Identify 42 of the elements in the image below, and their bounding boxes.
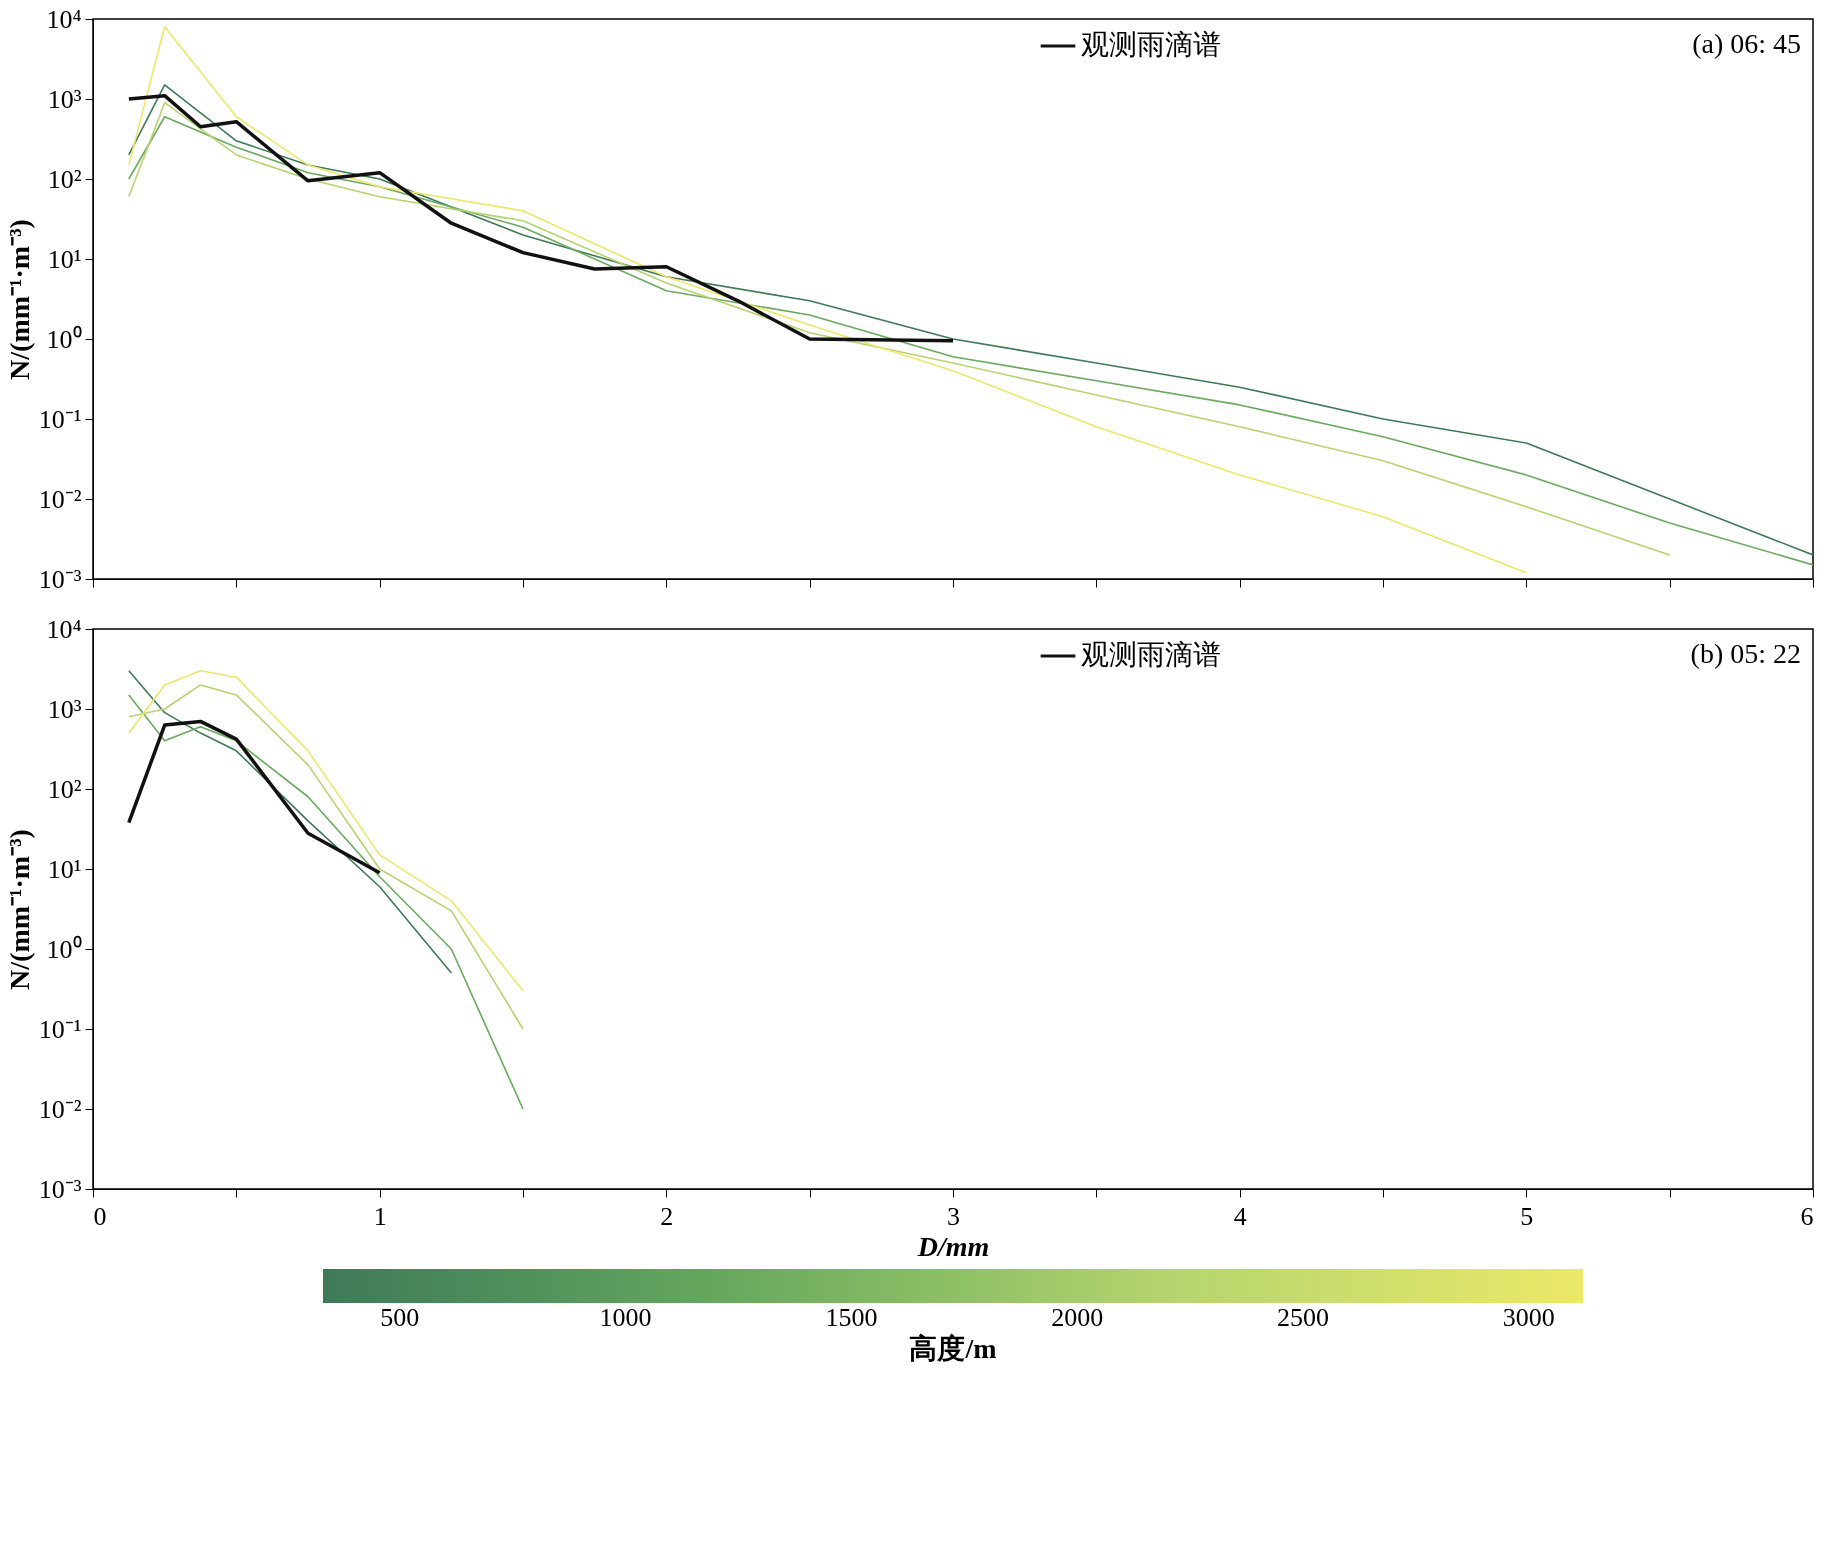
- legend-label: 观测雨滴谱: [1081, 29, 1221, 60]
- line-series: [128, 694, 524, 1110]
- line-series: [127, 719, 382, 875]
- y-tick-label: 10¹: [47, 854, 82, 884]
- line-series: [128, 670, 453, 974]
- y-tick-label: 10⁰: [46, 324, 82, 354]
- color-bar-label: 2500: [1277, 1303, 1329, 1332]
- x-tick-label: 1: [373, 1201, 387, 1231]
- y-tick-label: 10⁰: [46, 934, 82, 964]
- x-tick-label: 5: [1520, 1201, 1534, 1231]
- y-tick-label: 10³: [47, 84, 82, 114]
- y-axis-title: N/(mm⁻¹·m⁻³): [3, 219, 35, 380]
- x-axis-title: D/mm: [916, 1230, 990, 1262]
- y-tick-label: 10⁴: [46, 614, 82, 644]
- y-tick-label: 10⁻²: [38, 1094, 82, 1124]
- x-tick-label: 6: [1800, 1201, 1814, 1231]
- y-tick-label: 10⁻³: [38, 1174, 82, 1204]
- y-tick-label: 10²: [47, 164, 82, 194]
- x-tick-label: 3: [947, 1201, 960, 1231]
- color-bar-label: 500: [380, 1303, 420, 1332]
- y-tick-label: 10³: [47, 694, 82, 724]
- annotation: (b) 05: 22: [1690, 638, 1801, 669]
- y-tick-label: 10⁴: [46, 4, 82, 34]
- color-bar-label: 3000: [1502, 1303, 1555, 1332]
- y-tick-label: 10⁻²: [38, 484, 82, 514]
- color-bar-label: 2000: [1051, 1303, 1104, 1332]
- color-bar-label: 1500: [825, 1303, 878, 1332]
- y-tick-label: 10¹: [47, 244, 82, 274]
- x-tick-label: 2: [660, 1201, 674, 1231]
- x-tick-label: 0: [93, 1201, 107, 1231]
- line-series: [127, 93, 955, 343]
- y-tick-label: 10⁻¹: [38, 404, 82, 434]
- y-axis-title: N/(mm⁻¹·m⁻³): [3, 829, 35, 990]
- y-tick-label: 10⁻¹: [38, 1014, 82, 1044]
- y-tick-label: 10⁻³: [38, 564, 82, 594]
- line-series: [128, 25, 1528, 574]
- annotation: (a) 06: 45: [1692, 28, 1801, 59]
- x-tick-label: 4: [1233, 1201, 1247, 1231]
- y-tick-label: 10²: [47, 774, 82, 804]
- legend-label: 观测雨滴谱: [1081, 639, 1221, 670]
- color-bar-title: 高度/m: [909, 1333, 997, 1364]
- color-bar-label: 1000: [599, 1303, 652, 1332]
